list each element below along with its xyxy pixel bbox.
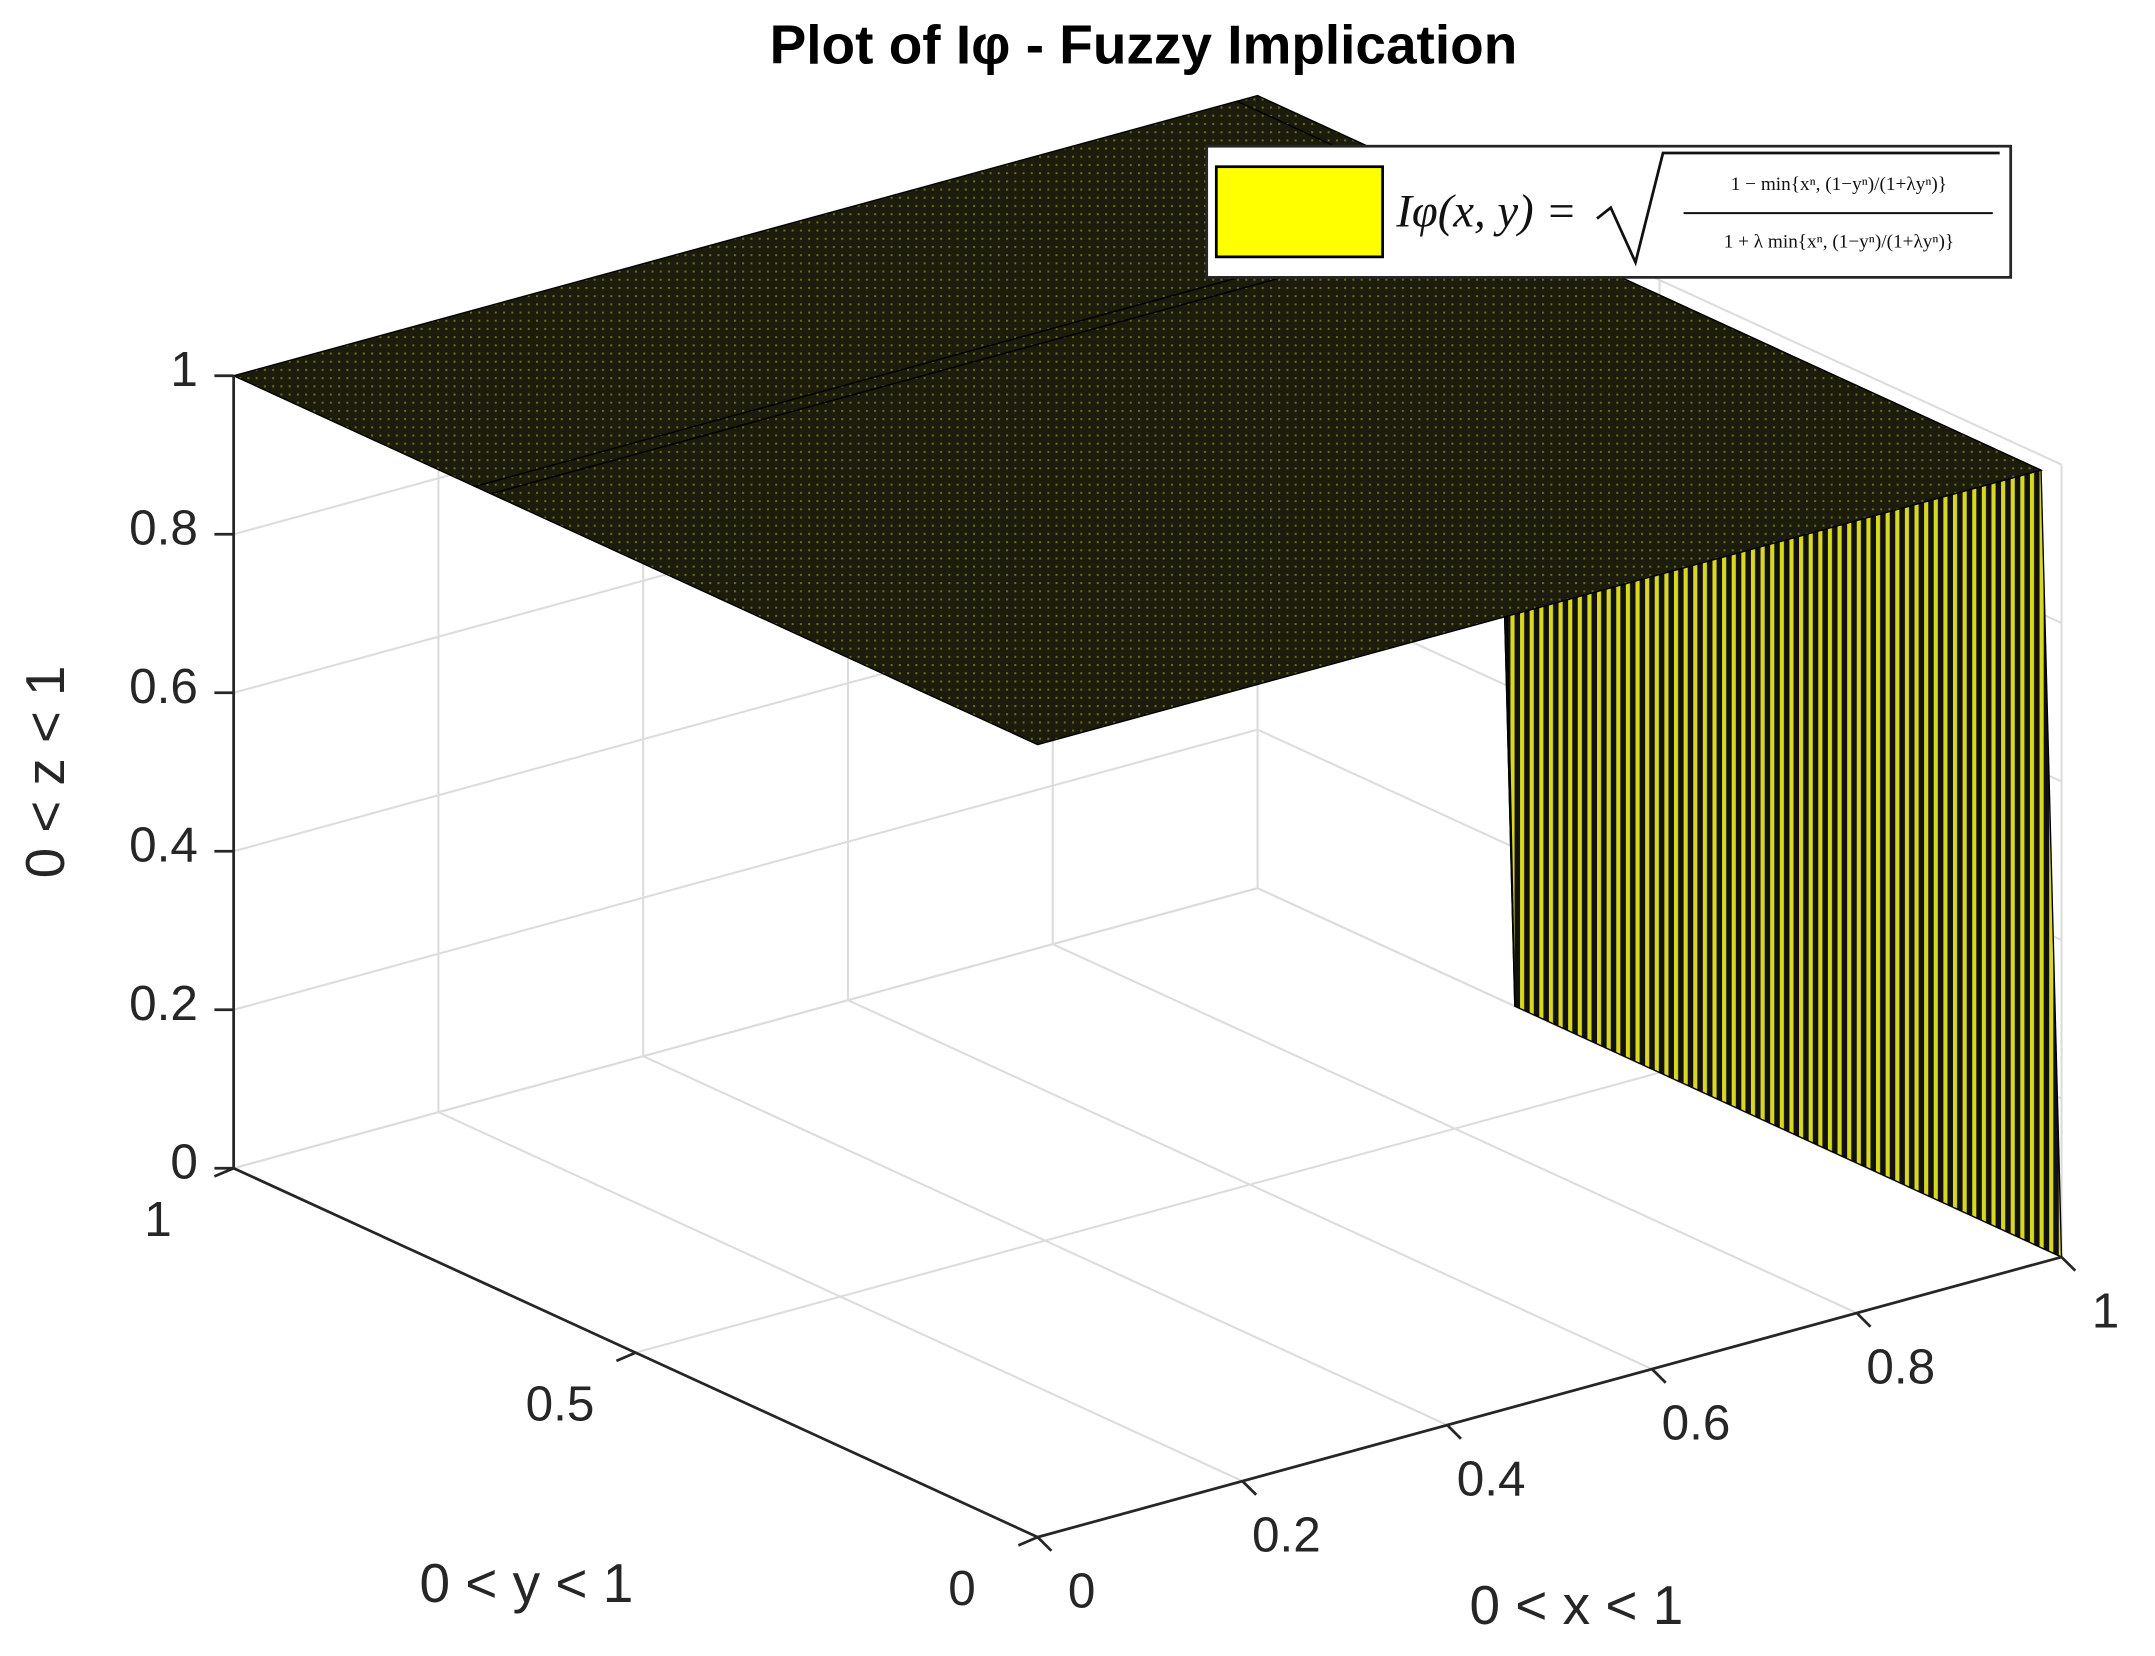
x-tick-label: 0.8 xyxy=(1866,1340,1935,1395)
z-tick-label: 0.8 xyxy=(129,501,198,556)
x-tick xyxy=(1855,1312,1872,1328)
chart-title: Plot of Iφ - Fuzzy Implication xyxy=(770,14,1518,76)
x-axis xyxy=(1037,1255,2062,1539)
x-tick-label: 1 xyxy=(2092,1284,2120,1339)
legend-swatch xyxy=(1214,165,1384,259)
x-tick xyxy=(1036,1536,1053,1552)
radical-sign xyxy=(1596,151,2000,267)
legend-lhs: Iφ(x, y) = xyxy=(1395,186,1577,238)
y-tick-label: 1 xyxy=(144,1192,172,1247)
z-tick-label: 1 xyxy=(170,342,198,397)
x-tick xyxy=(2060,1256,2077,1272)
y-axis-label: 0 < y < 1 xyxy=(419,1552,633,1614)
grid-line xyxy=(233,887,1258,1170)
grid-line xyxy=(635,1071,1660,1354)
surface xyxy=(231,94,2063,1259)
legend-numerator: 1 − min{xⁿ, (1−yⁿ)/(1+λyⁿ)} xyxy=(1731,174,1947,195)
legend: Iφ(x, y) = 1 − min{xⁿ, (1−yⁿ)/(1+λyⁿ)} 1… xyxy=(1205,144,2013,279)
z-tick-label: 0.6 xyxy=(129,659,198,714)
x-tick xyxy=(1651,1368,1667,1384)
y-axis xyxy=(233,1166,1039,1539)
y-tick-label: 0 xyxy=(948,1561,976,1616)
x-tick xyxy=(1241,1480,1258,1496)
z-axis-label: 0 < z < 1 xyxy=(14,666,76,879)
y-tick-label: 0.5 xyxy=(526,1376,595,1431)
x-tick-label: 0.6 xyxy=(1662,1396,1731,1451)
legend-denominator: 1 + λ min{xⁿ, (1−yⁿ)/(1+λyⁿ)} xyxy=(1724,232,1954,253)
z-tick-label: 0.4 xyxy=(129,818,198,873)
y-tick xyxy=(1017,1535,1039,1547)
z-tick-label: 0.2 xyxy=(129,976,198,1031)
z-tick-label: 0 xyxy=(170,1135,198,1190)
x-tick-label: 0 xyxy=(1068,1564,1096,1619)
x-axis-label: 0 < x < 1 xyxy=(1469,1574,1683,1636)
x-tick-label: 0.4 xyxy=(1457,1452,1526,1507)
grid-line xyxy=(233,728,1258,1011)
x-tick-label: 0.2 xyxy=(1252,1508,1321,1563)
x-tick xyxy=(1446,1424,1462,1440)
y-tick xyxy=(615,1351,637,1363)
